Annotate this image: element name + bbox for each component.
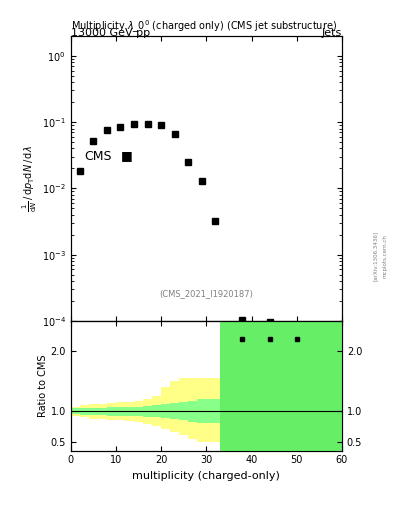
Text: 13000 GeV pp: 13000 GeV pp: [71, 28, 150, 38]
Text: [arXiv:1306.3436]: [arXiv:1306.3436]: [373, 231, 378, 281]
Y-axis label: $\frac{1}{\mathrm{d}N}\,/\,\mathrm{d}p_\mathrm{T}\mathrm{d}N\,/\,\mathrm{d}\lamb: $\frac{1}{\mathrm{d}N}\,/\,\mathrm{d}p_\…: [21, 145, 39, 212]
X-axis label: multiplicity (charged-only): multiplicity (charged-only): [132, 471, 280, 481]
Text: mcplots.cern.ch: mcplots.cern.ch: [383, 234, 387, 278]
Text: (CMS_2021_I1920187): (CMS_2021_I1920187): [160, 289, 253, 298]
Text: Multiplicity $\lambda\_0^0$ (charged only) (CMS jet substructure): Multiplicity $\lambda\_0^0$ (charged onl…: [71, 18, 337, 35]
Text: Jets: Jets: [321, 28, 342, 38]
Text: CMS: CMS: [84, 150, 112, 163]
Y-axis label: Ratio to CMS: Ratio to CMS: [38, 354, 48, 417]
Text: $\blacksquare$: $\blacksquare$: [119, 150, 132, 164]
